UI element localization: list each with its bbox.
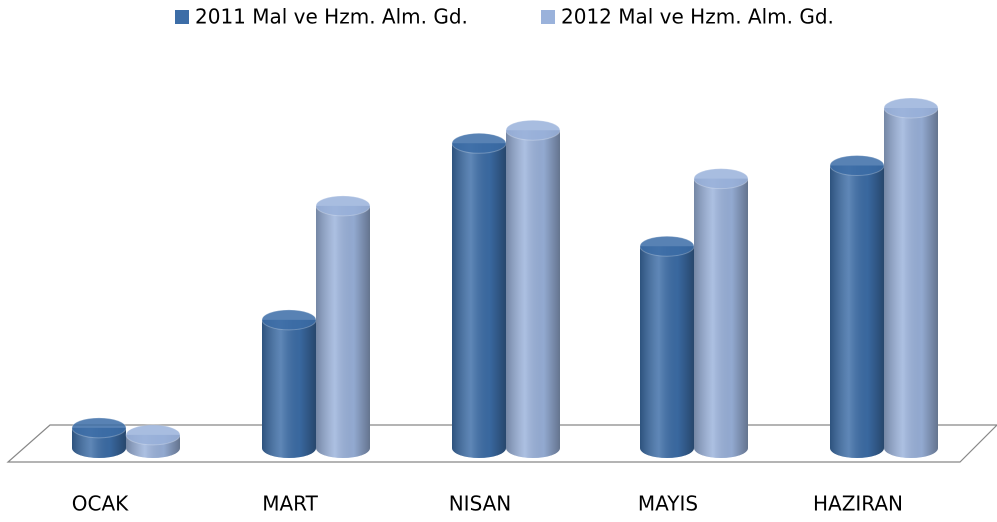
bar-top <box>693 168 749 190</box>
bar-shade <box>262 319 316 458</box>
legend-label: 2012 Mal ve Hzm. Alm. Gd. <box>561 5 834 29</box>
bar-shade <box>316 205 370 458</box>
bar-shade <box>694 178 748 458</box>
bar-top <box>639 235 695 257</box>
bar-top <box>125 424 181 446</box>
bar-shade <box>640 246 694 458</box>
bar-top <box>71 417 127 439</box>
bar-top <box>315 195 371 217</box>
bar-top <box>261 309 317 331</box>
bar-top <box>883 97 939 119</box>
bar-shade <box>830 165 884 458</box>
legend-swatch <box>541 10 555 24</box>
bar-shade <box>452 143 506 458</box>
x-tick-label: HAZIRAN <box>813 492 903 516</box>
legend-swatch <box>175 10 189 24</box>
x-tick-label: MAYIS <box>638 492 698 516</box>
bar-top <box>829 155 885 177</box>
bar-top <box>505 119 561 141</box>
legend-label: 2011 Mal ve Hzm. Alm. Gd. <box>195 5 468 29</box>
bar-top <box>451 132 507 154</box>
bar-shade <box>506 130 560 458</box>
bar-shade <box>884 108 938 458</box>
x-tick-label: OCAK <box>72 492 129 516</box>
x-tick-label: MART <box>262 492 318 516</box>
x-tick-label: NISAN <box>449 492 512 516</box>
